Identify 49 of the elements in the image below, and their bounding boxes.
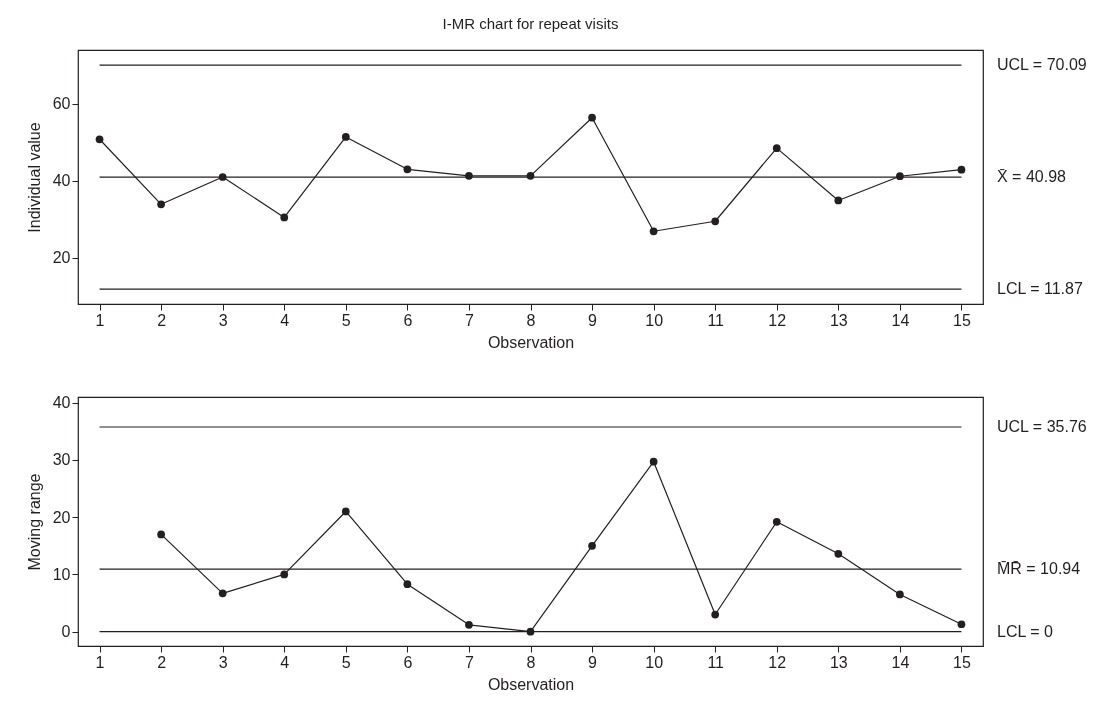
x-tick-label: 8 <box>526 653 536 671</box>
x-tick-label: 3 <box>218 653 228 671</box>
x-tick-label: 4 <box>280 311 290 329</box>
x-tick-label: 8 <box>526 311 536 329</box>
ref-line-label: X̄ = 40.98 <box>997 168 1067 186</box>
x-tick-label: 10 <box>645 653 664 671</box>
x-tick-label: 15 <box>953 653 971 671</box>
x-tick-label: 11 <box>707 311 725 329</box>
x-tick-label: 12 <box>768 311 787 329</box>
x-tick-label: 15 <box>953 311 971 329</box>
x-tick-label: 13 <box>829 653 848 671</box>
x-tick-label: 7 <box>464 311 474 329</box>
x-tick-label: 1 <box>95 311 105 329</box>
x-tick-label: 5 <box>341 653 351 671</box>
x-tick-label: 2 <box>157 653 167 671</box>
y-tick-label: 60 <box>52 95 71 113</box>
y-tick-label: 20 <box>52 249 71 267</box>
x-tick-label: 14 <box>891 311 910 329</box>
x-tick-label: 1 <box>95 653 105 671</box>
x-tick-label: 11 <box>707 653 725 671</box>
y-tick-label: 20 <box>52 508 71 526</box>
ref-line-label: UCL = 70.09 <box>997 56 1087 74</box>
x-tick-label: 9 <box>588 653 598 671</box>
x-tick-label: 14 <box>891 653 910 671</box>
x-tick-label: 2 <box>157 311 167 329</box>
ref-line-label: UCL = 35.76 <box>997 417 1087 435</box>
x-axis-title: Observation <box>487 675 575 693</box>
ref-line-label: M̄R̄ = 10.94 <box>997 560 1081 578</box>
x-tick-label: 6 <box>403 311 413 329</box>
x-tick-label: 10 <box>645 311 664 329</box>
x-tick-label: 3 <box>218 311 228 329</box>
x-axis-title: Observation <box>487 333 575 351</box>
y-tick-label: 10 <box>52 565 71 583</box>
y-tick-label: 0 <box>61 623 71 641</box>
x-tick-label: 6 <box>403 653 413 671</box>
chart-title: I-MR chart for repeat visits <box>442 15 619 32</box>
y-tick-label: 30 <box>52 451 71 469</box>
x-tick-label: 13 <box>829 311 848 329</box>
y-axis-title: Individual value <box>25 122 43 233</box>
ref-line-label: LCL = 0 <box>997 622 1053 640</box>
ref-line-label: LCL = 11.87 <box>997 280 1083 298</box>
x-tick-label: 9 <box>588 311 598 329</box>
x-tick-label: 5 <box>341 311 351 329</box>
y-tick-label: 40 <box>52 394 71 412</box>
x-tick-label: 7 <box>464 653 474 671</box>
x-tick-label: 12 <box>768 653 787 671</box>
y-tick-label: 40 <box>52 172 71 190</box>
y-axis-title: Moving range <box>25 473 43 571</box>
x-tick-label: 4 <box>280 653 290 671</box>
